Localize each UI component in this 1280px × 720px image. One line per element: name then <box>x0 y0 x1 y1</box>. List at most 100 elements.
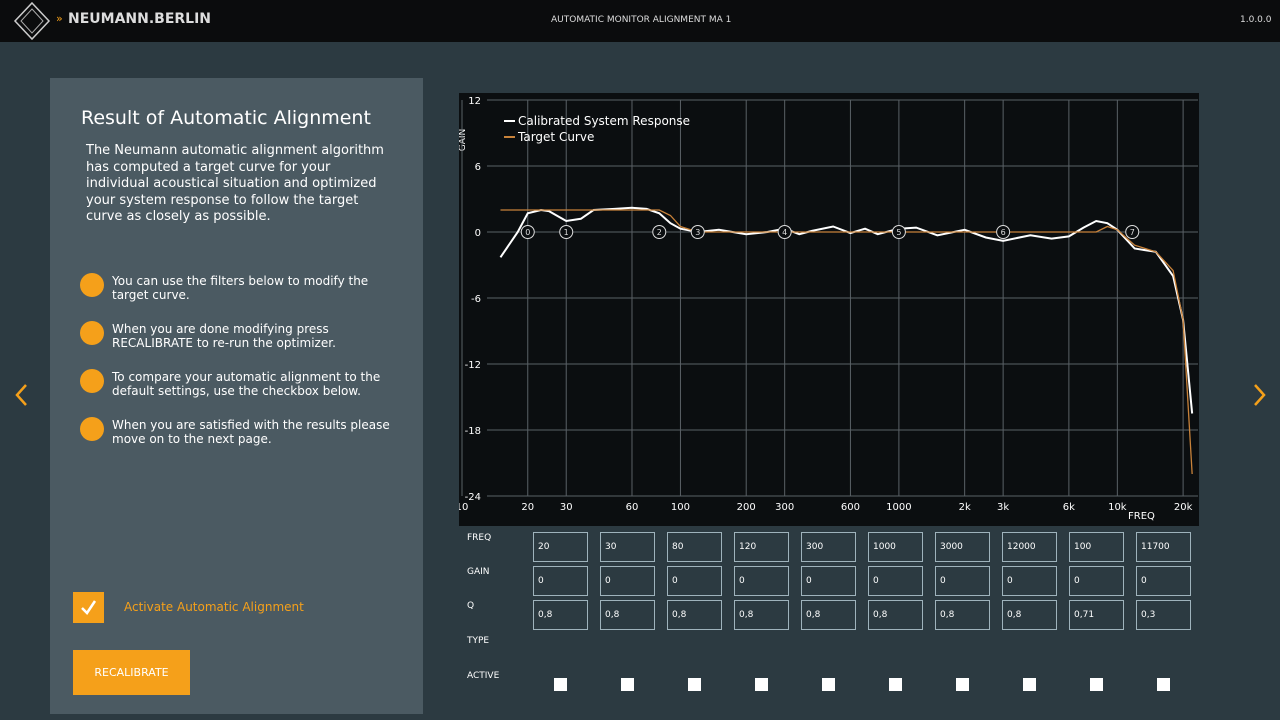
brand: NEUMANN.BERLIN <box>68 11 212 27</box>
filter-input[interactable]: 0 <box>1136 566 1191 596</box>
chart: FREQ GAIN -24-18-12-60612102030601002003… <box>459 93 1199 526</box>
active-checkbox[interactable] <box>688 678 701 691</box>
row-label: Q <box>467 601 475 611</box>
filter-input[interactable]: 0 <box>935 566 990 596</box>
filter-input[interactable]: 0,8 <box>600 600 655 630</box>
filter-marker <box>996 225 1011 239</box>
filter-input[interactable]: 0,8 <box>868 600 923 630</box>
filter-input[interactable]: 0 <box>734 566 789 596</box>
active-checkbox[interactable] <box>1023 678 1036 691</box>
filter-marker <box>559 225 574 239</box>
filter-input[interactable]: 0 <box>1069 566 1124 596</box>
x-tick-label: 100 <box>671 502 690 513</box>
filter-marker <box>777 225 792 239</box>
checkbox[interactable] <box>73 592 104 623</box>
legend-label: Calibrated System Response <box>518 114 690 128</box>
filter-input[interactable]: 0 <box>801 566 856 596</box>
filter-input[interactable]: 3000 <box>935 532 990 562</box>
filter-input[interactable]: 20 <box>533 532 588 562</box>
y-tick-label: 12 <box>468 96 481 107</box>
active-checkbox[interactable] <box>822 678 835 691</box>
x-tick-label: 1000 <box>886 502 911 513</box>
filter-input[interactable]: 0 <box>533 566 588 596</box>
filter-input[interactable]: 0,71 <box>1069 600 1124 630</box>
filter-input[interactable]: 0,3 <box>1136 600 1191 630</box>
filter-input[interactable]: 300 <box>801 532 856 562</box>
filter-input[interactable]: 11700 <box>1136 532 1191 562</box>
filter-input[interactable]: 30 <box>600 532 655 562</box>
filter-input[interactable]: 100 <box>1069 532 1124 562</box>
x-tick-label: 10 <box>459 502 468 513</box>
filter-input[interactable]: 0,8 <box>1002 600 1057 630</box>
bullet <box>80 273 104 297</box>
y-tick-label: -18 <box>465 426 481 437</box>
legend-label: Target Curve <box>517 130 594 144</box>
filter-input[interactable]: 0,8 <box>734 600 789 630</box>
row-label: FREQ <box>467 533 492 543</box>
step-text: You can use the filters below to modify … <box>112 274 369 302</box>
description: The Neumann automatic alignment algorith… <box>86 143 384 224</box>
x-tick-label: 300 <box>775 502 794 513</box>
x-tick-label: 2k <box>959 502 971 513</box>
filter-marker <box>520 225 535 239</box>
filter-input[interactable]: 0 <box>600 566 655 596</box>
active-checkbox[interactable] <box>755 678 768 691</box>
filter-input[interactable]: 80 <box>667 532 722 562</box>
step-text: When you are satisfied with the results … <box>112 418 390 446</box>
x-tick-label: 30 <box>560 502 573 513</box>
next-arrow[interactable] <box>1247 380 1271 410</box>
filter-input[interactable]: 0 <box>667 566 722 596</box>
x-axis-label: FREQ <box>1128 511 1155 522</box>
filter-marker-label: 1 <box>564 228 569 237</box>
step-text: To compare your automatic alignment to t… <box>112 370 381 398</box>
bullet <box>80 417 104 441</box>
x-tick-label: 200 <box>737 502 756 513</box>
row-label: GAIN <box>467 567 490 577</box>
recalibrate-button[interactable]: RECALIBRATE <box>73 650 190 695</box>
active-checkbox[interactable] <box>889 678 902 691</box>
active-checkbox[interactable] <box>1157 678 1170 691</box>
y-tick-label: 6 <box>475 162 481 173</box>
version: 1.0.0.0 <box>1240 15 1272 25</box>
filter-marker <box>652 225 667 239</box>
series-line <box>499 206 1194 414</box>
header: » NEUMANN.BERLIN AUTOMATIC MONITOR ALIGN… <box>0 0 1280 42</box>
filter-marker <box>1125 225 1140 239</box>
y-tick-label: -12 <box>465 360 481 371</box>
filter-marker-label: 2 <box>657 228 662 237</box>
panel-title: Result of Automatic Alignment <box>81 107 371 129</box>
filter-input[interactable]: 120 <box>734 532 789 562</box>
active-checkbox[interactable] <box>956 678 969 691</box>
filter-marker-label: 4 <box>782 228 787 237</box>
checkbox-label[interactable]: Activate Automatic Alignment <box>124 600 304 614</box>
logo <box>13 1 51 41</box>
filter-marker-label: 5 <box>896 228 901 237</box>
active-checkbox[interactable] <box>554 678 567 691</box>
y-axis-label: GAIN <box>459 129 468 152</box>
app-title: AUTOMATIC MONITOR ALIGNMENT MA 1 <box>551 15 732 25</box>
x-tick-label: 10k <box>1108 502 1127 513</box>
filter-input[interactable]: 0 <box>868 566 923 596</box>
y-tick-label: 0 <box>475 228 481 239</box>
filter-input[interactable]: 12000 <box>1002 532 1057 562</box>
step-text: When you are done modifying press RECALI… <box>112 322 336 350</box>
x-tick-label: 3k <box>997 502 1009 513</box>
filter-input[interactable]: 0,8 <box>801 600 856 630</box>
y-tick-label: -24 <box>465 492 481 503</box>
filter-marker-label: 0 <box>525 228 530 237</box>
filter-input[interactable]: 0,8 <box>533 600 588 630</box>
filter-input[interactable]: 1000 <box>868 532 923 562</box>
prev-arrow[interactable] <box>10 380 34 410</box>
filter-marker-label: 3 <box>695 228 700 237</box>
series-line <box>500 209 1193 475</box>
filter-input[interactable]: 0,8 <box>667 600 722 630</box>
filter-input[interactable]: 0 <box>1002 566 1057 596</box>
active-checkbox[interactable] <box>621 678 634 691</box>
row-label: TYPE <box>467 636 490 646</box>
filter-input[interactable]: 0,8 <box>935 600 990 630</box>
active-checkbox[interactable] <box>1090 678 1103 691</box>
panel: Result of Automatic Alignment The Neuman… <box>50 78 423 714</box>
filter-marker <box>891 225 906 239</box>
filter-marker-label: 7 <box>1130 228 1135 237</box>
